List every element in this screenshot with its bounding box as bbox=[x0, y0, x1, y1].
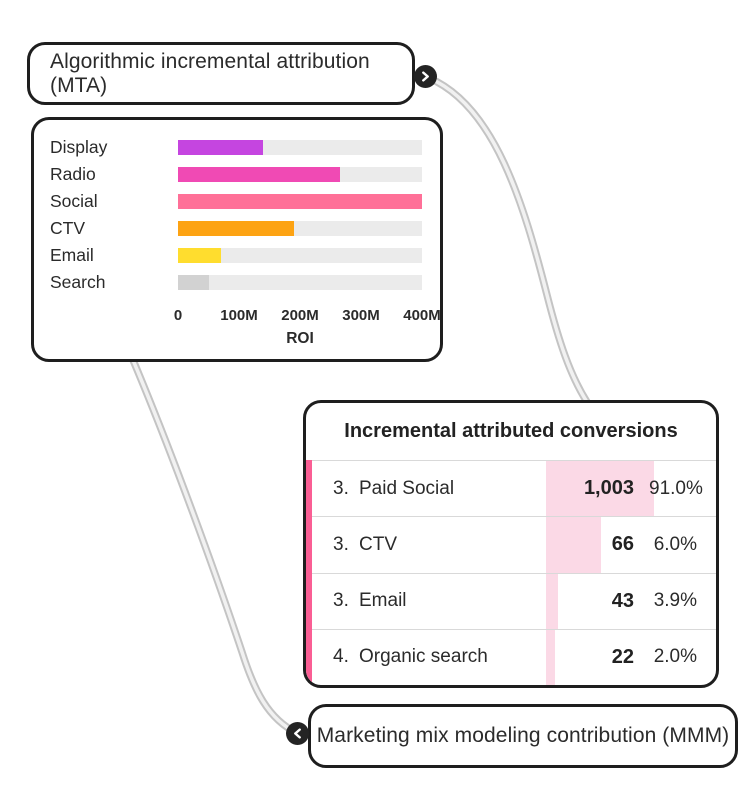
roi-x-axis: 0 100M 200M 300M 400M bbox=[174, 307, 441, 325]
chevron-right-icon bbox=[422, 71, 429, 82]
chart-row: Social bbox=[50, 188, 422, 215]
chart-row: Search bbox=[50, 269, 422, 296]
row-conversions-value: 43 bbox=[611, 589, 634, 612]
bar bbox=[178, 248, 221, 263]
roi-x-axis-label: ROI bbox=[286, 330, 314, 347]
row-highlight-band bbox=[546, 629, 555, 685]
row-channel-label: Organic search bbox=[359, 646, 488, 668]
row-channel-label: Paid Social bbox=[359, 477, 455, 499]
bar-track bbox=[178, 167, 422, 182]
bar-track bbox=[178, 248, 422, 263]
accent-stripe bbox=[306, 460, 312, 685]
row-rank: 3. bbox=[333, 533, 349, 555]
connector-chart-to-mmm bbox=[129, 356, 301, 737]
row-rank: 3. bbox=[333, 590, 349, 612]
table-row: 3. Paid Social 1,003 91.0% bbox=[306, 460, 716, 517]
bar bbox=[178, 167, 340, 182]
chart-category-label: CTV bbox=[50, 218, 85, 238]
table-row: 3. Email 43 3.9% bbox=[306, 572, 716, 629]
mta-card: Algorithmic incremental attribution (MTA… bbox=[27, 42, 415, 105]
roi-bar-chart: Display Radio Social CTV Email Search bbox=[50, 134, 422, 296]
x-axis-tick: 300M bbox=[342, 307, 380, 324]
mmm-card: Marketing mix modeling contribution (MMM… bbox=[308, 704, 738, 768]
mta-card-label: Algorithmic incremental attribution (MTA… bbox=[50, 49, 370, 97]
previous-step-button[interactable] bbox=[286, 722, 309, 745]
chart-category-label: Display bbox=[50, 137, 108, 157]
row-share-percent: 3.9% bbox=[653, 590, 697, 612]
mmm-card-label: Marketing mix modeling contribution (MMM… bbox=[316, 724, 730, 747]
row-highlight-band bbox=[546, 461, 654, 517]
x-axis-tick: 400M bbox=[403, 307, 441, 324]
chart-row: Email bbox=[50, 242, 422, 269]
x-axis-tick: 100M bbox=[220, 307, 258, 324]
conversions-title: Incremental attributed conversions bbox=[344, 420, 678, 442]
row-share-percent: 2.0% bbox=[653, 646, 697, 668]
table-row: 3. CTV 66 6.0% bbox=[306, 516, 716, 573]
row-share-percent: 6.0% bbox=[653, 533, 697, 555]
row-share-percent: 91.0% bbox=[649, 477, 703, 499]
chart-row: Radio bbox=[50, 161, 422, 188]
roi-bar-chart-card: Display Radio Social CTV Email Search bbox=[31, 117, 443, 362]
row-conversions-value: 66 bbox=[611, 533, 634, 556]
row-highlight-band bbox=[546, 573, 558, 629]
conversions-card: Incremental attributed conversions 3. Pa… bbox=[303, 400, 719, 688]
bar bbox=[178, 140, 264, 155]
row-channel-label: Email bbox=[359, 590, 407, 612]
connector-mta-to-conversions bbox=[425, 74, 591, 406]
row-conversions-value: 22 bbox=[611, 645, 634, 668]
chart-category-label: Radio bbox=[50, 164, 96, 184]
row-conversions-value: 1,003 bbox=[583, 477, 634, 500]
bar-track bbox=[178, 221, 422, 236]
chart-category-label: Search bbox=[50, 272, 106, 292]
conversions-rows: 3. Paid Social 1,003 91.0% 3. CTV 66 6.0… bbox=[306, 460, 716, 685]
bar bbox=[178, 194, 422, 209]
bar-track bbox=[178, 140, 422, 155]
conversions-table: 3. Paid Social 1,003 91.0% 3. CTV 66 6.0… bbox=[306, 460, 716, 685]
chart-category-label: Email bbox=[50, 245, 94, 265]
chart-category-label: Social bbox=[50, 191, 98, 211]
row-channel-label: CTV bbox=[359, 533, 397, 555]
table-row: 4. Organic search 22 2.0% bbox=[306, 628, 716, 685]
bar bbox=[178, 275, 210, 290]
row-rank: 4. bbox=[333, 646, 349, 668]
bar-track bbox=[178, 275, 422, 290]
row-rank: 3. bbox=[333, 477, 349, 499]
row-highlight-band bbox=[546, 517, 601, 573]
chart-row: CTV bbox=[50, 215, 422, 242]
chevron-left-icon bbox=[294, 728, 301, 739]
next-step-button[interactable] bbox=[414, 65, 437, 88]
x-axis-tick: 200M bbox=[281, 307, 319, 324]
x-axis-tick: 0 bbox=[173, 307, 183, 324]
bar bbox=[178, 221, 295, 236]
chart-row: Display bbox=[50, 134, 422, 161]
bar-track bbox=[178, 194, 422, 209]
